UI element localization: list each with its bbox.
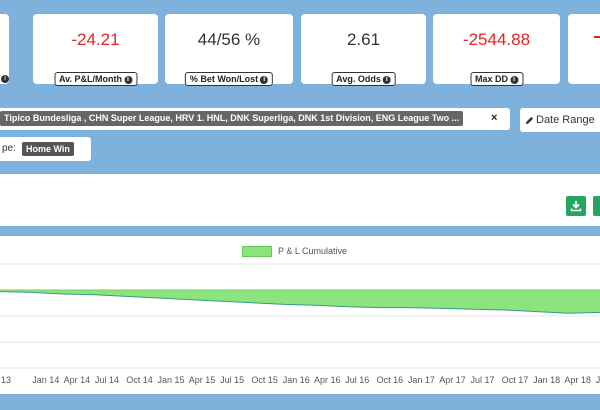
x-tick-label: Jan 15 [158, 375, 185, 385]
pencil-icon [525, 116, 534, 125]
kpi-value: -24.21 [71, 30, 120, 49]
x-tick-label: Oct 15 [251, 375, 278, 385]
download-button[interactable] [566, 196, 586, 216]
kpi-value: 44/56 % [197, 30, 261, 49]
x-tick-label: Jan 14 [32, 375, 59, 385]
x-tick-label: Oct 16 [377, 375, 404, 385]
kpi-card-avg-odds: 2.61 Avg. Odds i [301, 14, 426, 86]
kpi-label: Avg. Odds i [331, 72, 396, 86]
info-icon[interactable]: i [382, 75, 391, 84]
chart-legend[interactable]: P & L Cumulative [242, 246, 348, 258]
league-filter-chip[interactable]: Tipico Bundesliga , CHN Super League, HR… [0, 111, 464, 126]
x-tick-label: Oct 17 [502, 375, 529, 385]
chart-toolbar [0, 174, 600, 226]
league-filter-bar[interactable]: Tipico Bundesliga , CHN Super League, HR… [0, 108, 510, 130]
x-tick-label: Jul 17 [471, 375, 495, 385]
x-tick-label: Apr 15 [189, 375, 216, 385]
bet-type-filter[interactable]: pe: Home Win [0, 137, 91, 161]
kpi-card-max-dd: -2544.88 Max DD i [433, 14, 560, 86]
x-tick-label: Apr 16 [314, 375, 341, 385]
kpi-card-partial-right [568, 14, 600, 84]
x-tick-label: Jan 16 [283, 375, 310, 385]
x-tick-label: Oct 14 [126, 375, 153, 385]
x-tick-label: Jan 18 [533, 375, 560, 385]
kpi-label: Max DD i [469, 72, 524, 86]
x-tick-label: Jul [596, 375, 600, 385]
legend-swatch [242, 246, 272, 258]
bet-type-label: pe: [2, 143, 16, 154]
info-icon[interactable]: i [124, 75, 132, 84]
kpi-card-bet-won-lost: 44/56 % % Bet Won/Lost i [165, 14, 293, 86]
kpi-card-partial-left: i [0, 14, 9, 84]
x-tick-label: Jul 14 [95, 375, 119, 385]
pl-area [0, 290, 600, 314]
info-icon[interactable]: i [1, 75, 9, 83]
kpi-card-avg-pl-month: -24.21 Av. P&L/Month i [33, 14, 158, 86]
x-tick-label: Apr 14 [64, 375, 91, 385]
x-tick-label: Jan 17 [408, 375, 435, 385]
close-icon[interactable]: × [491, 112, 498, 124]
bet-type-chip[interactable]: Home Win [22, 142, 74, 156]
x-tick-label: Apr 18 [564, 375, 591, 385]
export-button[interactable] [593, 196, 600, 216]
kpi-value: -2544.88 [462, 30, 531, 49]
date-range-label: Date Range [536, 114, 595, 126]
pl-line [0, 291, 600, 314]
date-range-button[interactable]: Date Range [520, 108, 600, 132]
info-icon[interactable]: i [260, 75, 269, 84]
x-tick-label: 13 [1, 375, 11, 385]
x-tick-label: Apr 17 [439, 375, 466, 385]
x-tick-label: Jul 16 [345, 375, 369, 385]
kpi-label: Av. P&L/Month i [54, 72, 137, 86]
pl-cumulative-chart: 13 Jan 14 Apr 14 Jul 14 Oct 14 Jan 15 Apr 15 Ju… [0, 263, 600, 385]
info-icon[interactable]: i [510, 75, 519, 84]
kpi-value: 2.61 [346, 30, 381, 49]
legend-label: P & L Cumulative [278, 246, 348, 256]
x-tick-label: Jul 15 [220, 375, 244, 385]
kpi-label: % Bet Won/Lost i [184, 72, 274, 86]
download-icon [570, 201, 582, 212]
